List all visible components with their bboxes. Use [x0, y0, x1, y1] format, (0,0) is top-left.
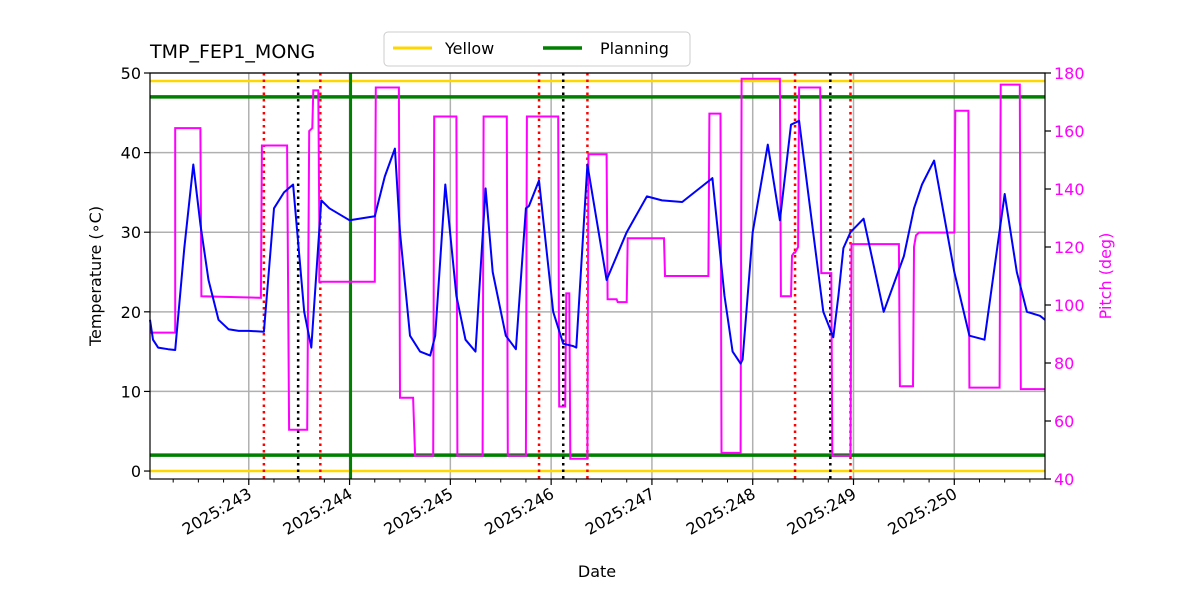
x-tick-label: 2025:247	[582, 484, 658, 539]
y-axis-title: Temperature (∘C)	[86, 206, 105, 347]
y-tick-label: 30	[121, 223, 141, 242]
x-tick-label: 2025:250	[884, 484, 960, 539]
x-tick-label: 2025:246	[481, 484, 557, 539]
x-tick-label: 2025:245	[380, 484, 456, 539]
x-tick-label: 2025:244	[280, 484, 356, 539]
x-tick-label: 2025:248	[683, 484, 759, 539]
y2-tick-label: 40	[1054, 470, 1074, 489]
y2-tick-label: 140	[1054, 180, 1085, 199]
legend-yellow-label: Yellow	[444, 39, 494, 58]
plot-frame	[149, 72, 1046, 480]
chart-title: TMP_FEP1_MONG	[149, 41, 315, 63]
y2-tick-label: 120	[1054, 238, 1085, 257]
temperature-series-line	[149, 119, 1046, 365]
y2-tick-label: 180	[1054, 64, 1085, 83]
plot-area	[150, 73, 1045, 479]
y2-tick-label: 100	[1054, 296, 1085, 315]
y-tick-label: 20	[121, 303, 141, 322]
legend-planning-label: Planning	[600, 39, 669, 58]
y2-tick-label: 60	[1054, 412, 1074, 431]
x-axis-title: Date	[578, 562, 616, 581]
y-tick-label: 50	[121, 64, 141, 83]
y2-tick-label: 80	[1054, 354, 1074, 373]
legend: Yellow Planning	[383, 31, 691, 67]
y-tick-label: 0	[131, 462, 141, 481]
y2-tick-label: 160	[1054, 122, 1085, 141]
y2-axis-title: Pitch (deg)	[1096, 233, 1115, 320]
x-tick-label: 2025:249	[784, 484, 860, 539]
y-tick-label: 10	[121, 382, 141, 401]
legend-frame	[383, 31, 691, 67]
y-tick-label: 40	[121, 144, 141, 163]
x-tick-label: 2025:243	[179, 484, 255, 539]
